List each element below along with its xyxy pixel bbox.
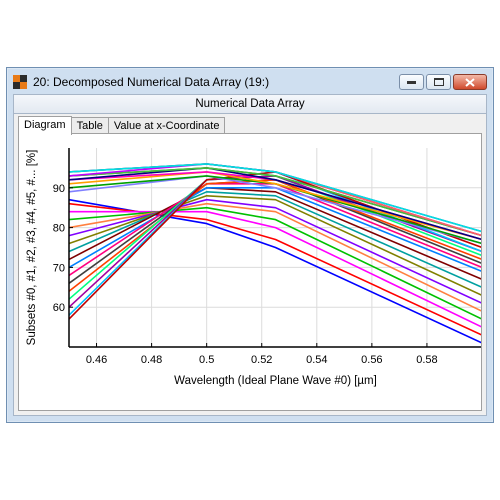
x-tick-label: 0.46 xyxy=(86,354,107,366)
series-line-21 xyxy=(68,167,483,241)
y-tick-label: 80 xyxy=(53,223,65,235)
x-tick-label: 0.58 xyxy=(416,354,437,366)
tab-table[interactable]: Table xyxy=(70,117,109,134)
data-array-window: 20: Decomposed Numerical Data Array (19:… xyxy=(6,67,494,423)
line-chart[interactable]: 0.46 0.48 0.5 0.52 0.54 0.56 0.58 60 70 80 90 Wavel… xyxy=(19,134,483,410)
series-line-23 xyxy=(68,167,483,237)
diagram-tab-page: 0.46 0.48 0.5 0.52 0.54 0.56 0.58 60 70 80 90 Wavel… xyxy=(18,133,483,411)
series-line-27 xyxy=(68,163,483,233)
title-bar[interactable]: 20: Decomposed Numerical Data Array (19:… xyxy=(7,68,493,96)
x-tick-label: 0.5 xyxy=(199,354,214,366)
series-line-9 xyxy=(68,187,483,273)
window-title: 20: Decomposed Numerical Data Array (19:… xyxy=(33,75,270,89)
series-line-10 xyxy=(68,183,483,277)
maximize-button[interactable] xyxy=(426,74,451,90)
series-line-7 xyxy=(68,191,483,289)
tab-strip: Diagram Table Value at x-Coordinate xyxy=(18,116,226,135)
series-line-18 xyxy=(68,175,483,245)
y-tick-label: 60 xyxy=(53,302,65,314)
x-tick-label: 0.54 xyxy=(306,354,327,366)
close-icon xyxy=(465,77,475,87)
y-tick-label: 90 xyxy=(53,183,65,195)
series-line-8 xyxy=(68,187,483,281)
x-tick-label: 0.48 xyxy=(141,354,162,366)
series-line-6 xyxy=(68,195,483,297)
close-button[interactable] xyxy=(453,74,487,90)
minimize-button[interactable] xyxy=(399,74,424,90)
minimize-icon xyxy=(407,80,416,84)
series-line-4 xyxy=(68,202,483,312)
series-line-3 xyxy=(68,206,483,320)
y-tick-label: 70 xyxy=(53,262,65,274)
x-tick-label: 0.52 xyxy=(251,354,272,366)
tab-diagram[interactable]: Diagram xyxy=(18,116,72,135)
series-line-5 xyxy=(68,198,483,304)
panel-header: Numerical Data Array xyxy=(13,94,487,114)
maximize-icon xyxy=(433,78,444,86)
x-tick-label: 0.56 xyxy=(361,354,382,366)
app-checker-icon xyxy=(13,75,27,89)
series-line-2 xyxy=(69,210,483,328)
x-axis-title: Wavelength (Ideal Plane Wave #0) [µm] xyxy=(174,375,377,387)
y-axis-title: Subsets #0, #1, #2, #3, #4, #5, #... [%] xyxy=(26,150,38,346)
series-line-19 xyxy=(68,171,483,241)
tab-value-at-x[interactable]: Value at x-Coordinate xyxy=(107,117,226,134)
series-line-17 xyxy=(68,175,483,245)
content-area: Diagram Table Value at x-Coordinate 0.46… xyxy=(13,114,487,416)
